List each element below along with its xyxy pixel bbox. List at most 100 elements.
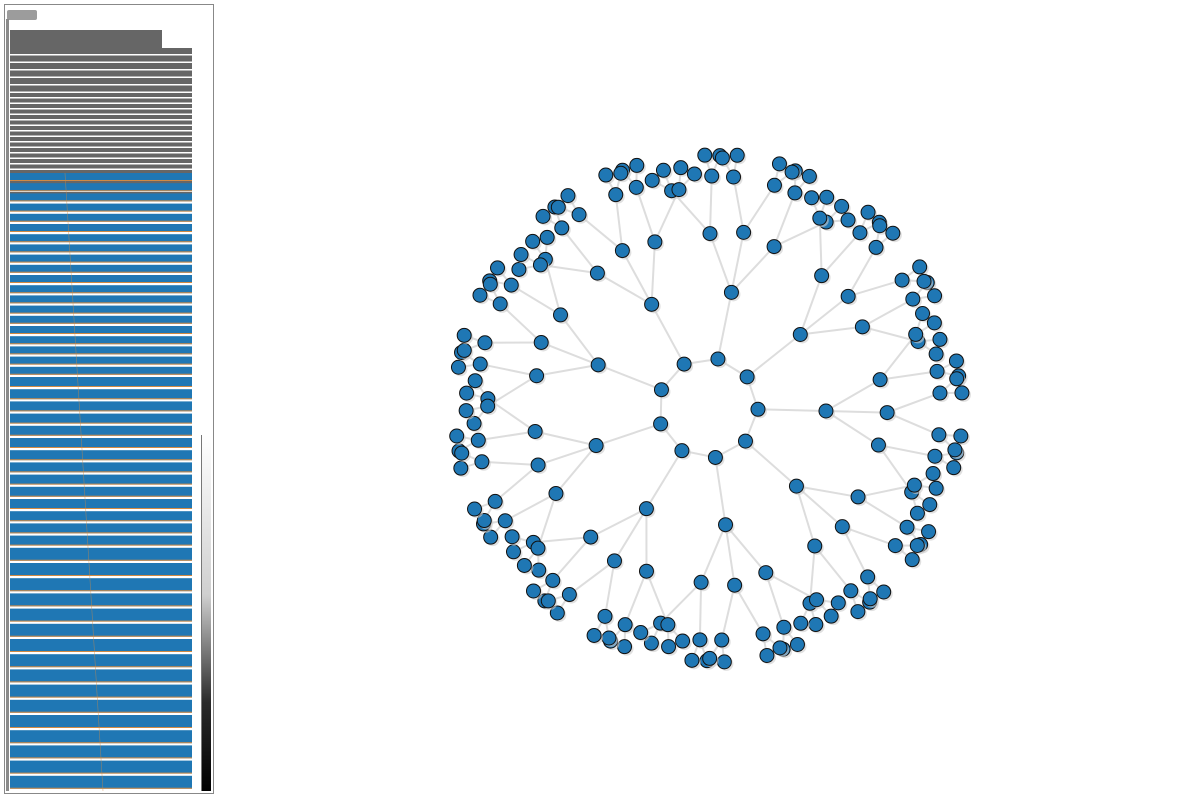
graph-node[interactable]: [916, 273, 932, 289]
graph-node[interactable]: [661, 639, 677, 655]
graph-node[interactable]: [850, 604, 866, 620]
graph-node[interactable]: [449, 428, 465, 444]
graph-node[interactable]: [490, 260, 506, 276]
graph-node[interactable]: [954, 385, 970, 401]
graph-node[interactable]: [614, 243, 630, 259]
graph-node[interactable]: [505, 544, 521, 560]
graph-node[interactable]: [946, 460, 962, 476]
graph-node[interactable]: [714, 150, 730, 166]
graph-node[interactable]: [818, 403, 834, 419]
graph-node[interactable]: [927, 448, 943, 464]
graph-node[interactable]: [812, 210, 828, 226]
graph-node[interactable]: [823, 608, 839, 624]
graph-node[interactable]: [644, 172, 660, 188]
graph-node[interactable]: [525, 583, 541, 599]
graph-node[interactable]: [784, 164, 800, 180]
graph-node[interactable]: [571, 207, 587, 223]
graph-node[interactable]: [834, 519, 850, 535]
graph-node[interactable]: [671, 182, 687, 198]
graph-node[interactable]: [905, 291, 921, 307]
graph-node[interactable]: [723, 284, 739, 300]
graph-node[interactable]: [852, 225, 868, 241]
graph-node[interactable]: [487, 493, 503, 509]
graph-node[interactable]: [872, 218, 888, 234]
graph-node[interactable]: [755, 626, 771, 642]
graph-node[interactable]: [776, 619, 792, 635]
graph-node[interactable]: [456, 342, 472, 358]
graph-node[interactable]: [702, 226, 718, 242]
graph-node[interactable]: [850, 489, 866, 505]
graph-node[interactable]: [792, 326, 808, 342]
graph-node[interactable]: [932, 385, 948, 401]
graph-node[interactable]: [653, 416, 669, 432]
graph-node[interactable]: [840, 212, 856, 228]
graph-node[interactable]: [472, 356, 488, 372]
graph-node[interactable]: [477, 335, 493, 351]
graph-node[interactable]: [532, 257, 548, 273]
graph-node[interactable]: [553, 307, 569, 323]
graph-node[interactable]: [906, 477, 922, 493]
graph-node[interactable]: [879, 405, 895, 421]
graph-node[interactable]: [525, 233, 541, 249]
graph-node[interactable]: [535, 208, 551, 224]
graph-node[interactable]: [513, 247, 529, 263]
graph-node[interactable]: [727, 577, 743, 593]
graph-node[interactable]: [613, 165, 629, 181]
graph-node[interactable]: [653, 382, 669, 398]
graph-node[interactable]: [899, 519, 915, 535]
graph-node[interactable]: [854, 319, 870, 335]
graph-node[interactable]: [931, 427, 947, 443]
graph-node[interactable]: [739, 369, 755, 385]
graph-node[interactable]: [949, 371, 965, 387]
graph-node[interactable]: [686, 166, 702, 182]
graph-node[interactable]: [736, 224, 752, 240]
graph-node[interactable]: [915, 306, 931, 322]
graph-node[interactable]: [540, 593, 556, 609]
graph-node[interactable]: [628, 179, 644, 195]
graph-node[interactable]: [887, 538, 903, 554]
graph-node[interactable]: [539, 229, 555, 245]
graph-node[interactable]: [601, 630, 617, 646]
graph-node[interactable]: [608, 187, 624, 203]
graph-node[interactable]: [533, 334, 549, 350]
graph-node[interactable]: [726, 169, 742, 185]
graph-node[interactable]: [840, 288, 856, 304]
graph-node[interactable]: [530, 540, 546, 556]
graph-node[interactable]: [529, 368, 545, 384]
graph-node[interactable]: [655, 162, 671, 178]
graph-node[interactable]: [692, 632, 708, 648]
graph-node[interactable]: [808, 617, 824, 633]
graph-node[interactable]: [868, 239, 884, 255]
graph-node[interactable]: [674, 443, 690, 459]
graph-node[interactable]: [908, 326, 924, 342]
graph-node[interactable]: [860, 569, 876, 585]
graph-node[interactable]: [467, 501, 483, 517]
graph-node[interactable]: [644, 296, 660, 312]
graph-node[interactable]: [843, 583, 859, 599]
graph-node[interactable]: [928, 346, 944, 362]
graph-node[interactable]: [503, 277, 519, 293]
graph-node[interactable]: [472, 287, 488, 303]
graph-node[interactable]: [925, 466, 941, 482]
graph-node[interactable]: [586, 627, 602, 643]
graph-node[interactable]: [834, 198, 850, 214]
graph-node[interactable]: [598, 167, 614, 183]
graph-node[interactable]: [860, 204, 876, 220]
graph-node[interactable]: [909, 537, 925, 553]
graph-node[interactable]: [737, 433, 753, 449]
graph-node[interactable]: [456, 327, 472, 343]
graph-node[interactable]: [629, 157, 645, 173]
graph-node[interactable]: [932, 331, 948, 347]
graph-node[interactable]: [909, 505, 925, 521]
graph-node[interactable]: [554, 220, 570, 236]
graph-node[interactable]: [684, 652, 700, 668]
graph-node[interactable]: [660, 617, 676, 633]
graph-node[interactable]: [693, 574, 709, 590]
graph-node[interactable]: [766, 177, 782, 193]
graph-node[interactable]: [953, 428, 969, 444]
graph-node[interactable]: [458, 403, 474, 419]
graph-node[interactable]: [560, 188, 576, 204]
graph-node[interactable]: [697, 147, 713, 163]
graph-node[interactable]: [466, 415, 482, 431]
graph-node[interactable]: [647, 234, 663, 250]
